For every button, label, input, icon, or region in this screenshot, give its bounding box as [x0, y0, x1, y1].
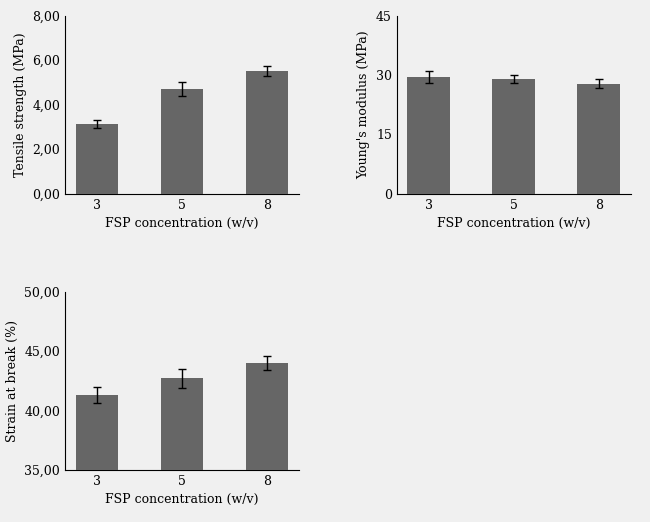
Bar [246, 72, 288, 194]
Y-axis label: Strain at break (%): Strain at break (%) [6, 320, 19, 442]
Bar [246, 363, 288, 522]
Bar [493, 79, 535, 194]
Y-axis label: Tensile strength (MPa): Tensile strength (MPa) [14, 32, 27, 177]
Bar [577, 84, 620, 194]
X-axis label: FSP concentration (w/v): FSP concentration (w/v) [105, 217, 259, 230]
Bar [161, 378, 203, 522]
X-axis label: FSP concentration (w/v): FSP concentration (w/v) [437, 217, 590, 230]
Bar [161, 89, 203, 194]
Y-axis label: Young's modulus (MPa): Young's modulus (MPa) [358, 30, 370, 179]
Bar [408, 77, 450, 194]
X-axis label: FSP concentration (w/v): FSP concentration (w/v) [105, 493, 259, 506]
Bar [75, 395, 118, 522]
Bar [75, 124, 118, 194]
